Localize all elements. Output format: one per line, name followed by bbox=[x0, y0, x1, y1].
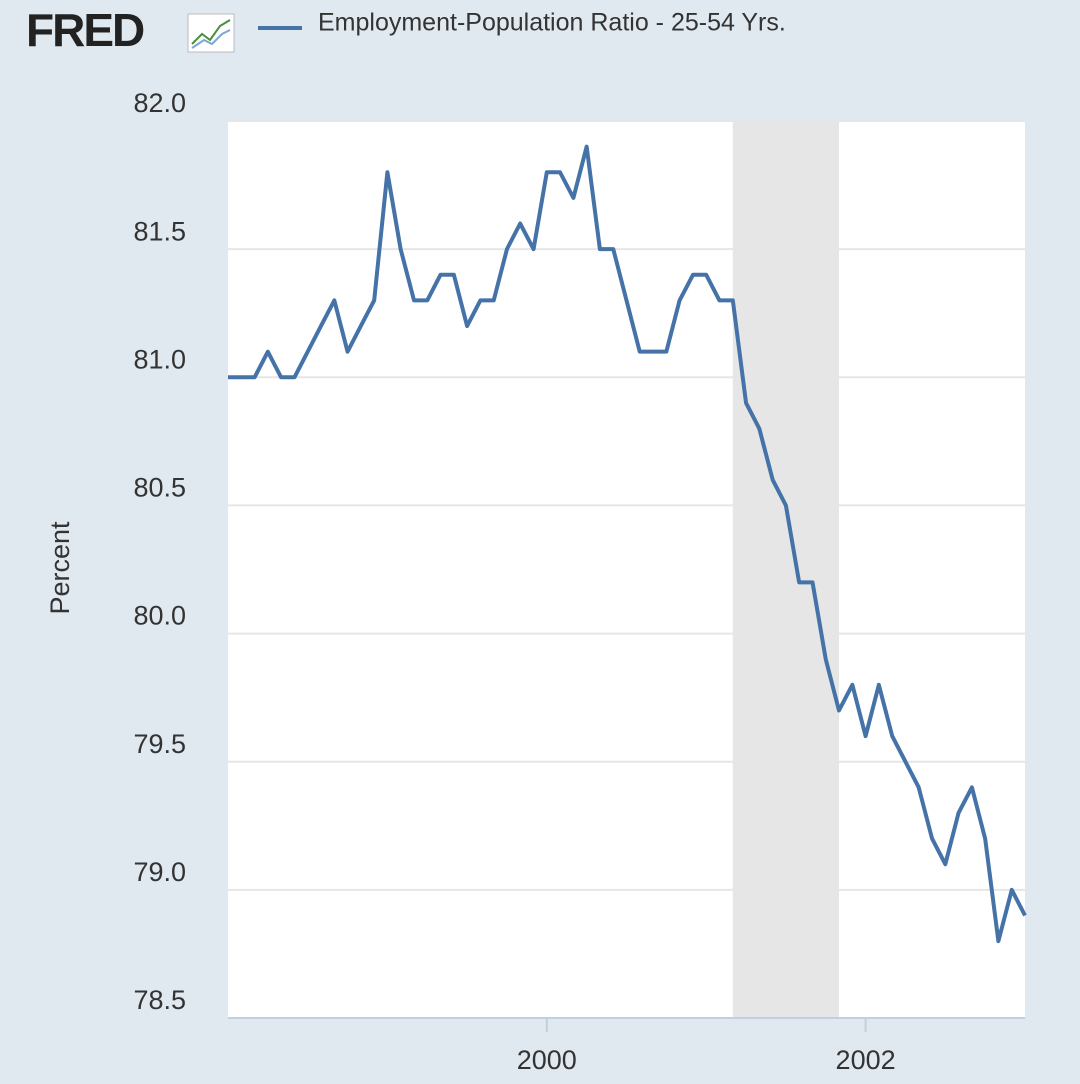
y-axis-label: Percent bbox=[45, 521, 75, 615]
y-tick-label: 81.0 bbox=[133, 344, 186, 374]
y-tick-label: 81.5 bbox=[133, 216, 186, 246]
y-tick-label: 80.0 bbox=[133, 601, 186, 631]
recession-shade bbox=[732, 121, 839, 1018]
x-tick-label: 2002 bbox=[836, 1045, 896, 1075]
logo: FRED bbox=[26, 4, 144, 56]
y-tick-label: 80.5 bbox=[133, 473, 186, 503]
plot-area bbox=[228, 121, 1025, 1018]
y-tick-label: 79.5 bbox=[133, 729, 186, 759]
legend-label: Employment-Population Ratio - 25-54 Yrs. bbox=[318, 9, 786, 37]
y-tick-label: 78.5 bbox=[133, 985, 186, 1015]
data-line bbox=[228, 144, 1027, 944]
y-tick-label: 79.0 bbox=[133, 857, 186, 887]
logo-icon bbox=[187, 13, 235, 53]
y-tick-label: 82.0 bbox=[133, 88, 186, 118]
x-tick-label: 2000 bbox=[517, 1045, 577, 1075]
